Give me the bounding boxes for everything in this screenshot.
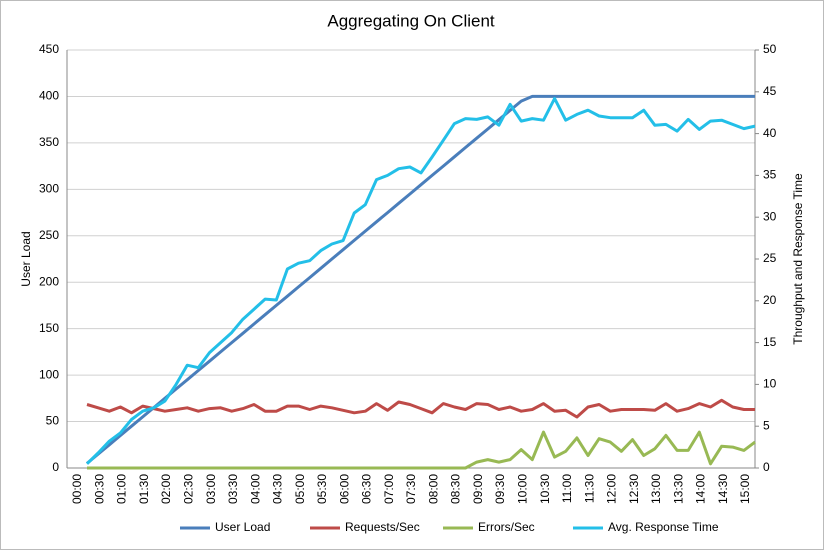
y-tick-label: 350 bbox=[39, 135, 59, 149]
y-tick-label: 250 bbox=[39, 228, 59, 242]
x-tick-label: 07:30 bbox=[404, 474, 418, 504]
y2-tick-label: 10 bbox=[763, 377, 777, 391]
y-tick-label: 450 bbox=[39, 42, 59, 56]
y-tick-label: 300 bbox=[39, 182, 59, 196]
y-tick-label: 50 bbox=[46, 414, 60, 428]
legend-label: User Load bbox=[215, 520, 270, 534]
x-tick-label: 03:30 bbox=[226, 474, 240, 504]
x-tick-label: 08:00 bbox=[426, 474, 440, 504]
x-tick-label: 09:00 bbox=[471, 474, 485, 504]
x-tick-label: 15:00 bbox=[738, 474, 752, 504]
x-tick-label: 05:30 bbox=[315, 474, 329, 504]
legend-label: Avg. Response Time bbox=[608, 520, 719, 534]
x-tick-label: 12:30 bbox=[627, 474, 641, 504]
x-tick-label: 00:00 bbox=[70, 474, 84, 504]
y-tick-label: 400 bbox=[39, 89, 59, 103]
y2-tick-label: 45 bbox=[763, 84, 777, 98]
y2-tick-label: 15 bbox=[763, 335, 777, 349]
x-tick-label: 14:00 bbox=[694, 474, 708, 504]
y2-axis-title: Throughput and Response Time bbox=[791, 173, 805, 345]
series-line bbox=[85, 97, 756, 465]
x-tick-label: 02:00 bbox=[159, 474, 173, 504]
y2-tick-label: 25 bbox=[763, 251, 777, 265]
x-tick-label: 01:00 bbox=[115, 474, 129, 504]
chart-title: Aggregating On Client bbox=[327, 11, 495, 30]
y2-tick-label: 20 bbox=[763, 293, 777, 307]
legend-label: Requests/Sec bbox=[345, 520, 420, 534]
y2-tick-label: 40 bbox=[763, 126, 777, 140]
x-tick-label: 13:30 bbox=[671, 474, 685, 504]
legend-label: Errors/Sec bbox=[478, 520, 535, 534]
x-tick-label: 06:30 bbox=[360, 474, 374, 504]
x-tick-label: 04:30 bbox=[271, 474, 285, 504]
x-tick-label: 08:30 bbox=[449, 474, 463, 504]
y2-tick-label: 30 bbox=[763, 209, 777, 223]
y2-tick-label: 35 bbox=[763, 168, 777, 182]
x-tick-label: 14:30 bbox=[716, 474, 730, 504]
series-line bbox=[86, 94, 755, 465]
x-tick-label: 02:30 bbox=[182, 474, 196, 504]
x-tick-label: 11:30 bbox=[582, 474, 596, 503]
x-tick-label: 05:00 bbox=[293, 474, 307, 504]
x-tick-label: 04:00 bbox=[248, 474, 262, 504]
y2-tick-label: 50 bbox=[763, 42, 777, 56]
x-tick-label: 03:00 bbox=[204, 474, 218, 504]
x-tick-label: 01:30 bbox=[137, 474, 151, 504]
y-axis-title: User Load bbox=[19, 231, 33, 286]
x-tick-label: 10:00 bbox=[516, 474, 530, 504]
y2-tick-label: 0 bbox=[763, 460, 770, 474]
x-tick-label: 12:00 bbox=[605, 474, 619, 504]
y-tick-label: 200 bbox=[39, 274, 59, 288]
y-tick-label: 0 bbox=[52, 460, 59, 474]
y-tick-label: 100 bbox=[39, 367, 59, 381]
x-tick-label: 09:30 bbox=[493, 474, 507, 504]
y-tick-label: 150 bbox=[39, 321, 59, 335]
x-tick-label: 07:00 bbox=[382, 474, 396, 504]
x-tick-label: 13:00 bbox=[649, 474, 663, 504]
series-line bbox=[87, 430, 756, 470]
x-tick-label: 00:30 bbox=[92, 474, 106, 504]
y2-tick-label: 5 bbox=[763, 418, 770, 432]
series-line bbox=[86, 398, 755, 419]
x-tick-label: 06:00 bbox=[337, 474, 351, 504]
x-tick-label: 10:30 bbox=[538, 474, 552, 504]
x-tick-label: 11:00 bbox=[560, 474, 574, 503]
